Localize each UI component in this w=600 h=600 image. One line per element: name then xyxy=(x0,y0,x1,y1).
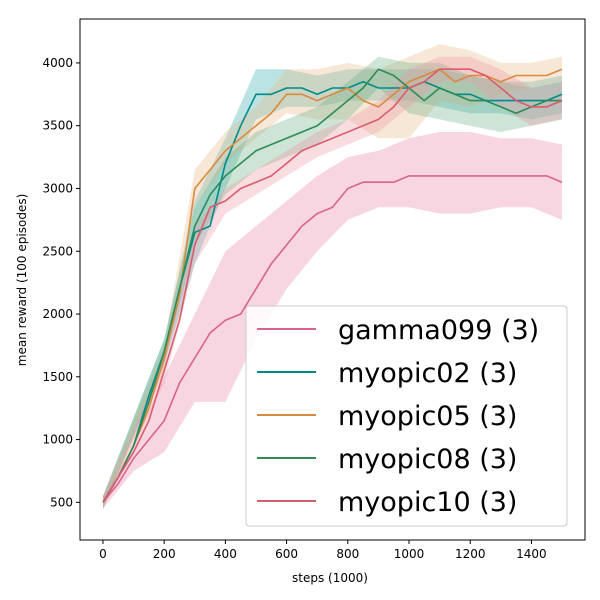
x-tick-label: 800 xyxy=(336,547,359,561)
series-line-3 xyxy=(102,68,562,503)
y-tick-label: 1000 xyxy=(42,433,73,447)
x-tick-label: 600 xyxy=(275,547,298,561)
axes: 0 200 400 600 800 1000 1200 1400 500 1000 1500 2000… xyxy=(42,18,586,561)
legend-label: gamma099 (3) xyxy=(338,315,539,346)
series-band-3 xyxy=(103,56,562,509)
x-tick-label: 1000 xyxy=(394,547,425,561)
x-axis-label: steps (1000) xyxy=(292,571,368,585)
y-tick-label: 500 xyxy=(50,495,73,509)
x-tick-label: 400 xyxy=(214,547,237,561)
x-tick-label: 200 xyxy=(153,547,176,561)
y-tick-label: 2000 xyxy=(42,307,73,321)
series-line-0 xyxy=(102,175,563,503)
legend-label: myopic02 (3) xyxy=(338,358,517,389)
x-tick-label: 0 xyxy=(99,547,107,561)
y-tick-label: 1500 xyxy=(42,370,73,384)
y-tick-label: 3500 xyxy=(42,119,73,133)
series-band-1 xyxy=(103,69,562,509)
legend-label: myopic10 (3) xyxy=(338,487,517,518)
legend: gamma099 (3) myopic02 (3) myopic05 (3) myop… xyxy=(245,305,568,527)
series-line-4 xyxy=(102,68,563,503)
x-tick-label: 1400 xyxy=(516,547,547,561)
y-tick-label: 4000 xyxy=(42,56,73,70)
plot-area xyxy=(102,44,563,509)
y-tick-label: 2500 xyxy=(42,244,73,258)
series-band-4 xyxy=(103,56,562,509)
legend-box xyxy=(245,305,568,527)
y-tick-label: 3000 xyxy=(42,181,73,195)
legend-label: myopic08 (3) xyxy=(338,444,517,475)
y-axis-label: mean reward (100 episodes) xyxy=(15,194,29,366)
legend-label: myopic05 (3) xyxy=(338,401,517,432)
axes-frame xyxy=(79,18,586,541)
x-tick-label: 1200 xyxy=(455,547,486,561)
